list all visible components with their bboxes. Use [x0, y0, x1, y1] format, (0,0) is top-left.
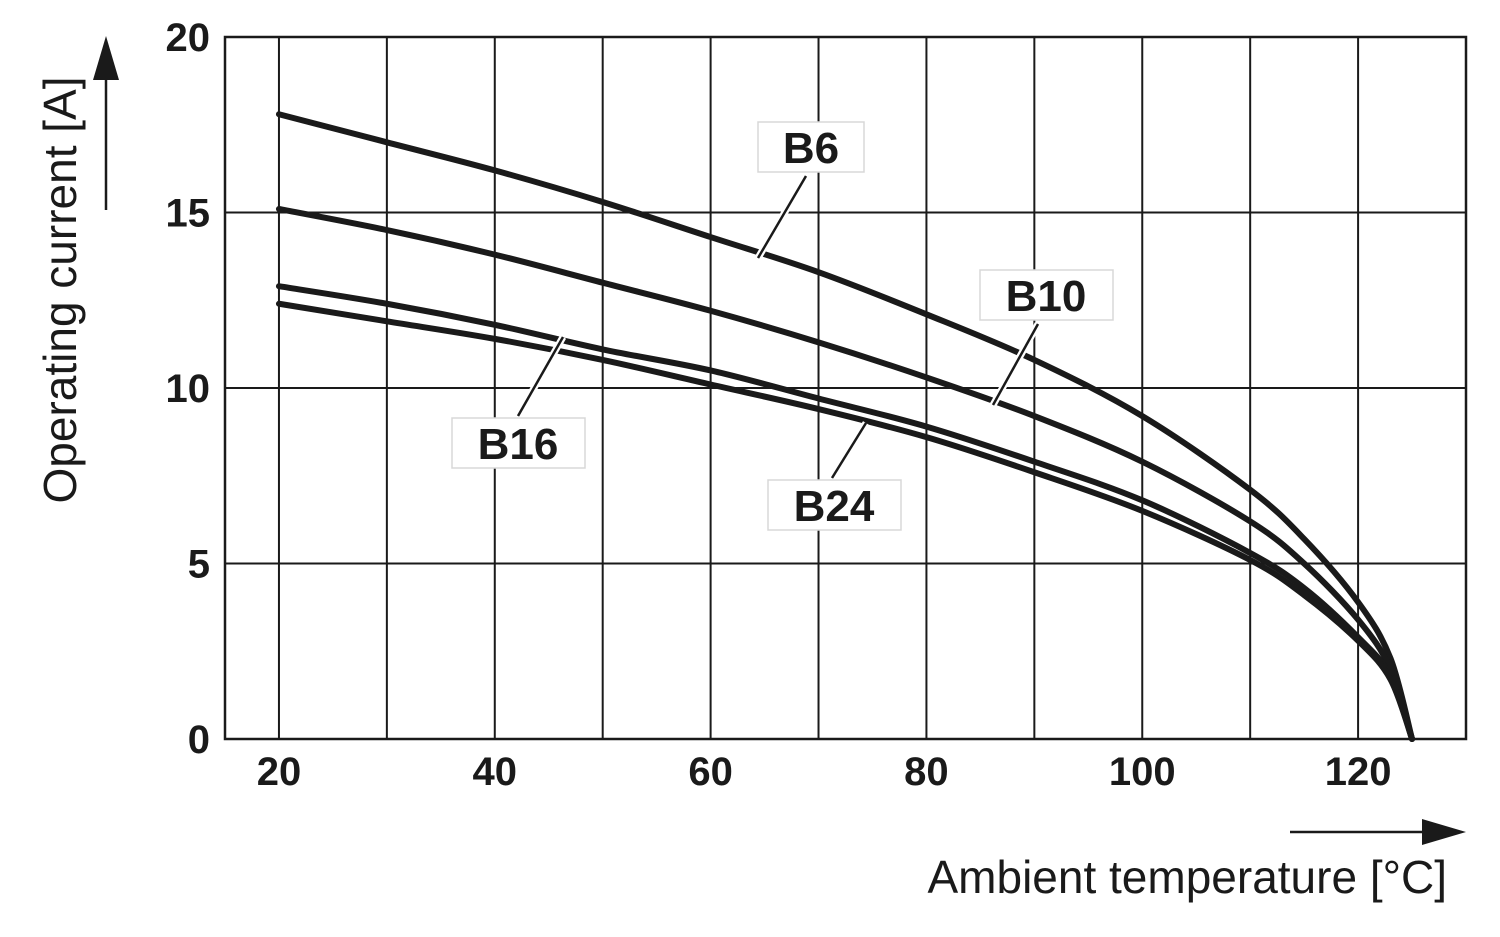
y-tick-label-0: 0	[188, 718, 210, 762]
y-axis-label: Operating current [A]	[34, 77, 86, 504]
x-tick-label-100: 100	[1109, 750, 1176, 794]
curve-label-b24: B24	[794, 482, 875, 531]
leader-line-b16	[516, 336, 565, 417]
y-tick-label-5: 5	[188, 543, 210, 587]
leader-line-b24	[830, 422, 868, 479]
x-axis-label: Ambient temperature [°C]	[928, 851, 1448, 903]
y-tick-label-15: 15	[166, 192, 211, 236]
plot-frame	[223, 35, 1468, 741]
curve-b10	[275, 205, 1416, 742]
curve-b16	[275, 283, 1416, 742]
x-axis-arrow-head	[1422, 819, 1466, 845]
leader-line-b10	[991, 323, 1040, 406]
y-tick-label-10: 10	[166, 367, 211, 411]
y-tick-label-20: 20	[166, 16, 211, 60]
curve-labels: B6 B10 B16 B24	[451, 121, 1114, 531]
label-box-b24	[767, 479, 902, 531]
y-axis-arrow-head	[93, 36, 119, 80]
tick-labels: 20 40 60 80 100 120 0 5 10 15 20	[166, 16, 1392, 794]
curves	[275, 111, 1416, 742]
label-box-b6	[757, 121, 865, 173]
curve-b24	[275, 300, 1416, 742]
x-tick-label-40: 40	[473, 750, 518, 794]
y-axis-title-group: Operating current [A]	[34, 36, 119, 503]
x-axis-title-group: Ambient temperature [°C]	[928, 819, 1466, 903]
x-tick-label-80: 80	[904, 750, 949, 794]
label-box-b10	[979, 269, 1114, 321]
curve-label-b16: B16	[478, 420, 559, 469]
x-tick-label-120: 120	[1325, 750, 1392, 794]
curve-b6	[275, 111, 1416, 742]
label-box-b16	[451, 417, 586, 469]
x-tick-label-60: 60	[688, 750, 733, 794]
curve-label-b10: B10	[1006, 272, 1087, 321]
curve-label-b6: B6	[783, 124, 839, 173]
leader-line-b6	[756, 175, 808, 259]
x-tick-label-20: 20	[257, 750, 302, 794]
